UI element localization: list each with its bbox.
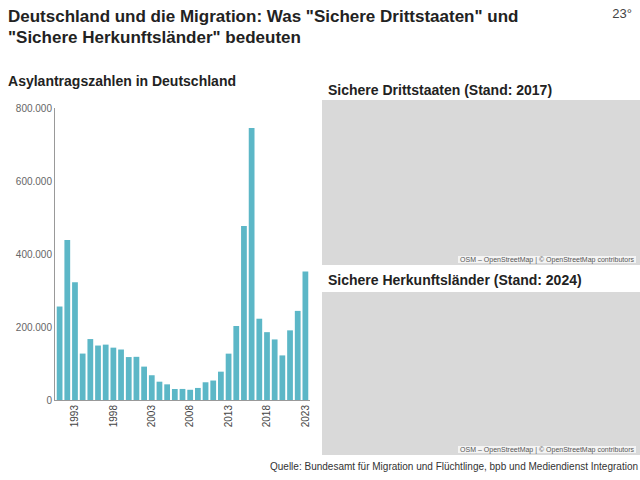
svg-text:2008: 2008 [184, 405, 195, 428]
html-text:OSM – OpenStreetMap | © OpenSt: OSM – OpenStreetMap | © OpenStreetMap co… [460, 256, 634, 263]
svg-text:600.000: 600.000 [16, 176, 53, 187]
html-text:Deutschland und die Migration:: Deutschland und die Migration: Was "Sich… [8, 7, 519, 47]
svg-text:2018: 2018 [261, 405, 272, 428]
svg-text:0: 0 [46, 395, 52, 406]
svg-text:800.000: 800.000 [16, 103, 53, 114]
html-text:Quelle: Bundesamt für Migratio: Quelle: Bundesamt für Migration und Flüc… [270, 461, 638, 472]
svg-text:Asylantragszahlen in Deutschla: Asylantragszahlen in Deutschland [8, 73, 236, 89]
svg-text:2003: 2003 [146, 405, 157, 428]
svg-text:200.000: 200.000 [16, 322, 53, 333]
svg-text:2013: 2013 [223, 405, 234, 428]
svg-text:400.000: 400.000 [16, 249, 53, 260]
svg-text:1993: 1993 [69, 405, 80, 428]
html-text:OSM – OpenStreetMap | © OpenSt: OSM – OpenStreetMap | © OpenStreetMap co… [460, 446, 634, 453]
svg-text:2023: 2023 [300, 405, 311, 428]
svg-text:1998: 1998 [108, 405, 119, 428]
html-text:23°: 23° [612, 6, 632, 21]
html-text:Sichere Herkunftsländer (Stand: Sichere Herkunftsländer (Stand: 2024) [328, 272, 582, 288]
html-text:Sichere Drittstaaten (Stand: 2: Sichere Drittstaaten (Stand: 2017) [328, 82, 553, 98]
